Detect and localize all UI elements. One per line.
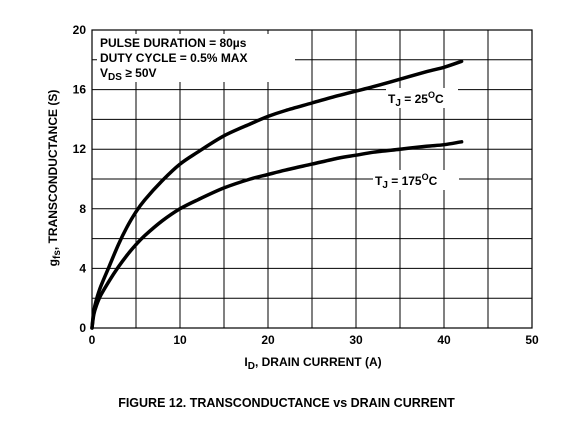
curves — [90, 59, 464, 330]
x-tick-label: 40 — [437, 333, 451, 347]
x-tick-label: 50 — [525, 333, 539, 347]
label-bg-25c — [386, 88, 458, 108]
figure-caption: FIGURE 12. TRANSCONDUCTANCE vs DRAIN CUR… — [118, 396, 455, 410]
series-line-175c — [90, 140, 464, 330]
conditions-box — [97, 34, 295, 82]
condition-vds-rest: ≥ 50V — [122, 66, 157, 80]
y-tick-label: 16 — [73, 83, 87, 97]
x-tick-labels: 0 10 20 30 40 50 — [89, 333, 539, 347]
condition-pulse-duration: PULSE DURATION = 80µs — [100, 36, 247, 50]
condition-duty-cycle: DUTY CYCLE = 0.5% MAX — [100, 51, 247, 65]
x-tick-label: 10 — [173, 333, 187, 347]
plot-frame — [91, 29, 533, 329]
x-tick-label: 30 — [349, 333, 363, 347]
series-label-25c: TJ = 25OC — [388, 90, 444, 109]
x-tick-label: 20 — [261, 333, 275, 347]
x-axis-label: ID, DRAIN CURRENT (A) — [244, 355, 381, 372]
condition-vds-main: V — [100, 66, 108, 80]
series-label-175c: TJ = 175OC — [375, 172, 438, 191]
y-tick-label: 12 — [73, 142, 87, 156]
y-tick-labels: 0 4 8 12 16 20 — [73, 23, 87, 335]
series-line-25c — [90, 59, 464, 330]
y-axis-label: gfs, TRANSCONDUCTANCE (S) — [46, 90, 63, 267]
y-tick-label: 4 — [79, 261, 86, 275]
x-tick-label: 0 — [89, 333, 96, 347]
condition-vds-sub: DS — [108, 72, 122, 83]
transconductance-chart: PULSE DURATION = 80µs DUTY CYCLE = 0.5% … — [46, 23, 539, 372]
y-tick-label: 0 — [79, 321, 86, 335]
condition-vds: VDS ≥ 50V — [100, 66, 157, 83]
y-tick-label: 20 — [73, 23, 87, 37]
label-bg-175c — [373, 170, 459, 190]
y-tick-label: 8 — [79, 202, 86, 216]
